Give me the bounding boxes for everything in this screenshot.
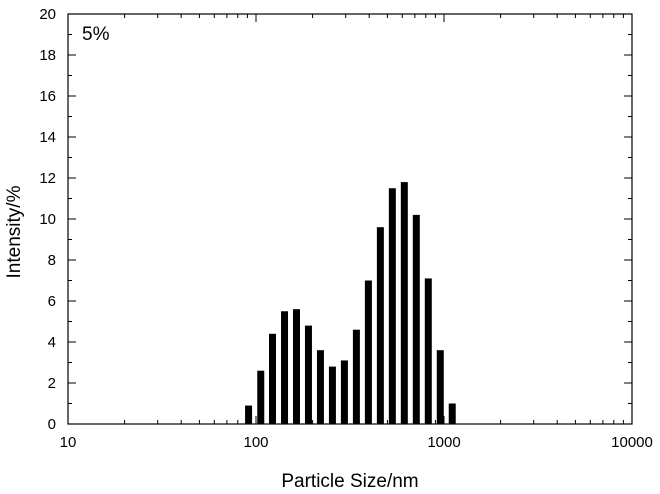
bar [328, 366, 336, 424]
y-tick-label: 6 [48, 293, 56, 310]
bar [412, 214, 420, 424]
bar [424, 278, 432, 424]
x-tick-label: 100 [243, 434, 268, 451]
bar [448, 403, 456, 424]
bar [316, 350, 324, 424]
bar [281, 311, 289, 424]
bar [292, 309, 300, 424]
plot-frame [67, 13, 633, 425]
y-tick-label: 2 [48, 375, 56, 392]
bar [400, 182, 408, 424]
y-axis-title: Intensity/% [4, 185, 25, 278]
bar [257, 370, 265, 424]
y-tick-label: 16 [39, 88, 56, 105]
y-tick-label: 14 [39, 129, 56, 146]
x-axis-ticks: 10 100 1000 10000 [60, 14, 653, 451]
bar [436, 350, 444, 424]
x-axis-title: Particle Size/nm [281, 471, 418, 492]
bar [269, 333, 276, 424]
y-tick-label: 18 [39, 47, 56, 64]
bar [340, 360, 348, 424]
y-tick-label: 12 [39, 170, 56, 187]
y-tick-label: 0 [48, 416, 56, 433]
bar [364, 280, 372, 424]
x-tick-label: 1000 [427, 434, 460, 451]
y-tick-label: 10 [39, 211, 56, 228]
x-tick-label: 10 [60, 434, 77, 451]
y-tick-label: 20 [39, 6, 56, 23]
sample-annotation: 5% [82, 24, 110, 45]
x-tick-label: 10000 [611, 434, 653, 451]
bar [388, 188, 396, 424]
y-axis-ticks: 0 2 4 6 8 10 12 14 16 18 20 [39, 6, 632, 433]
y-tick-label: 8 [48, 252, 56, 269]
bar [304, 325, 312, 424]
y-tick-label: 4 [48, 334, 56, 351]
bar [352, 329, 360, 424]
bar [376, 227, 384, 424]
bar [245, 405, 253, 424]
bar-series [245, 182, 456, 424]
